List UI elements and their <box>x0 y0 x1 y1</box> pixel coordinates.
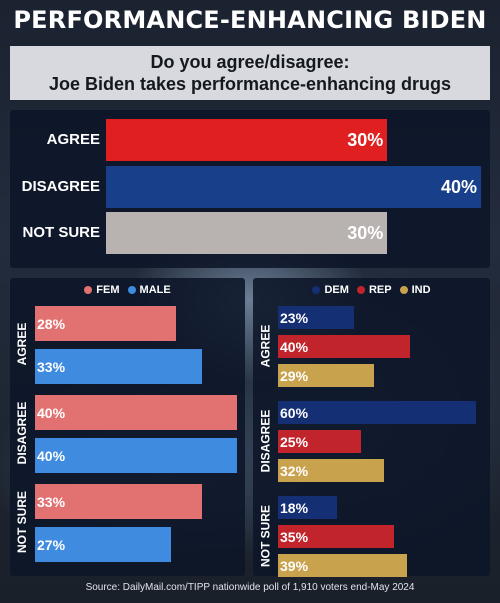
legend-item-ind: IND <box>399 284 431 296</box>
legend-item-male: MALE <box>127 284 171 296</box>
gender-value-not-sure-fem: 33% <box>37 493 66 510</box>
gender-bar-agree-fem <box>35 306 177 341</box>
main-label-agree: AGREE <box>46 131 100 148</box>
party-bar-agree-rep <box>278 335 410 358</box>
party-legend: DEM REP IND <box>253 284 490 296</box>
gender-legend: FEM MALE <box>10 284 245 296</box>
legend-dot-dem <box>312 286 321 294</box>
legend-dot-ind <box>399 286 408 294</box>
party-value-agree-dem: 23% <box>280 309 309 326</box>
main-bar-disagree <box>106 166 481 208</box>
page-title: PERFORMANCE-ENHANCING BIDEN <box>13 6 487 34</box>
party-chart-panel: DEM REP IND 23% 40% 29% AGREE 60% 25% 32% DISAG… <box>253 278 490 577</box>
party-group-label-not-sure: NOT SURE <box>258 504 272 567</box>
legend-dot-rep <box>356 286 365 294</box>
party-value-disagree-dem: 60% <box>280 404 309 421</box>
gender-chart-panel: FEM MALE 28% 33% AGREE 40% 40% DISAGREE 33% 27%… <box>10 278 245 576</box>
overall-chart-panel: AGREE 30% DISAGREE 40% NOT SURE 30% <box>10 110 490 268</box>
party-value-not-sure-ind: 39% <box>280 557 309 574</box>
gender-value-disagree-male: 40% <box>37 447 66 464</box>
party-bar-disagree-ind <box>278 459 384 482</box>
gender-value-disagree-fem: 40% <box>37 404 66 421</box>
gender-value-agree-fem: 28% <box>37 315 66 332</box>
gender-bar-disagree-male <box>35 438 237 473</box>
gender-bar-disagree-fem <box>35 395 237 430</box>
legend-dot-fem <box>84 286 93 294</box>
legend-label-ind: IND <box>411 284 431 296</box>
party-bar-agree-ind <box>278 364 374 387</box>
gender-bar-agree-male <box>35 349 202 384</box>
party-bar-not-sure-dem <box>278 496 338 519</box>
gender-group-label-disagree: DISAGREE <box>15 401 29 465</box>
legend-label-rep: REP <box>368 284 392 296</box>
party-bar-not-sure-rep <box>278 525 394 548</box>
legend-item-dem: DEM <box>312 284 349 296</box>
legend-item-rep: REP <box>356 284 392 296</box>
gender-bar-not-sure-fem <box>35 484 202 519</box>
party-bar-agree-dem <box>278 306 354 329</box>
party-value-disagree-rep: 25% <box>280 433 309 450</box>
legend-label-fem: FEM <box>96 284 120 296</box>
party-value-agree-rep: 40% <box>280 338 309 355</box>
main-value-disagree: 40% <box>440 177 477 197</box>
source-note: Source: DailyMail.com/TIPP nationwide po… <box>85 582 415 593</box>
main-label-not-sure: NOT SURE <box>22 224 100 241</box>
gender-group-label-not-sure: NOT SURE <box>15 491 29 554</box>
legend-label-dem: DEM <box>324 284 349 296</box>
legend-dot-male <box>127 286 136 294</box>
gender-group-label-agree: AGREE <box>15 322 29 366</box>
party-value-not-sure-dem: 18% <box>280 499 309 516</box>
party-value-not-sure-rep: 35% <box>280 528 309 545</box>
party-value-agree-ind: 29% <box>280 367 309 384</box>
party-group-label-disagree: DISAGREE <box>258 409 272 472</box>
main-value-agree: 30% <box>347 130 384 150</box>
legend-label-male: MALE <box>139 284 171 296</box>
main-bar-agree <box>106 119 388 161</box>
party-bar-disagree-dem <box>278 401 476 424</box>
question-line-2: Joe Biden takes performance-enhancing dr… <box>48 74 452 94</box>
main-bar-not-sure <box>106 212 388 254</box>
party-value-disagree-ind: 32% <box>280 462 309 479</box>
header-banner: PERFORMANCE-ENHANCING BIDEN <box>0 0 500 40</box>
party-bar-disagree-rep <box>278 430 361 453</box>
main-label-disagree: DISAGREE <box>21 178 100 195</box>
main-value-not-sure: 30% <box>347 223 384 243</box>
party-group-label-agree: AGREE <box>258 324 272 367</box>
party-bar-not-sure-ind <box>278 554 407 577</box>
question-box: Do you agree/disagree: Joe Biden takes p… <box>10 46 490 100</box>
gender-value-agree-male: 33% <box>37 358 66 375</box>
gender-bar-not-sure-male <box>35 527 172 562</box>
legend-item-fem: FEM <box>84 284 120 296</box>
question-line-1: Do you agree/disagree: <box>150 52 350 72</box>
gender-value-not-sure-male: 27% <box>37 536 66 553</box>
